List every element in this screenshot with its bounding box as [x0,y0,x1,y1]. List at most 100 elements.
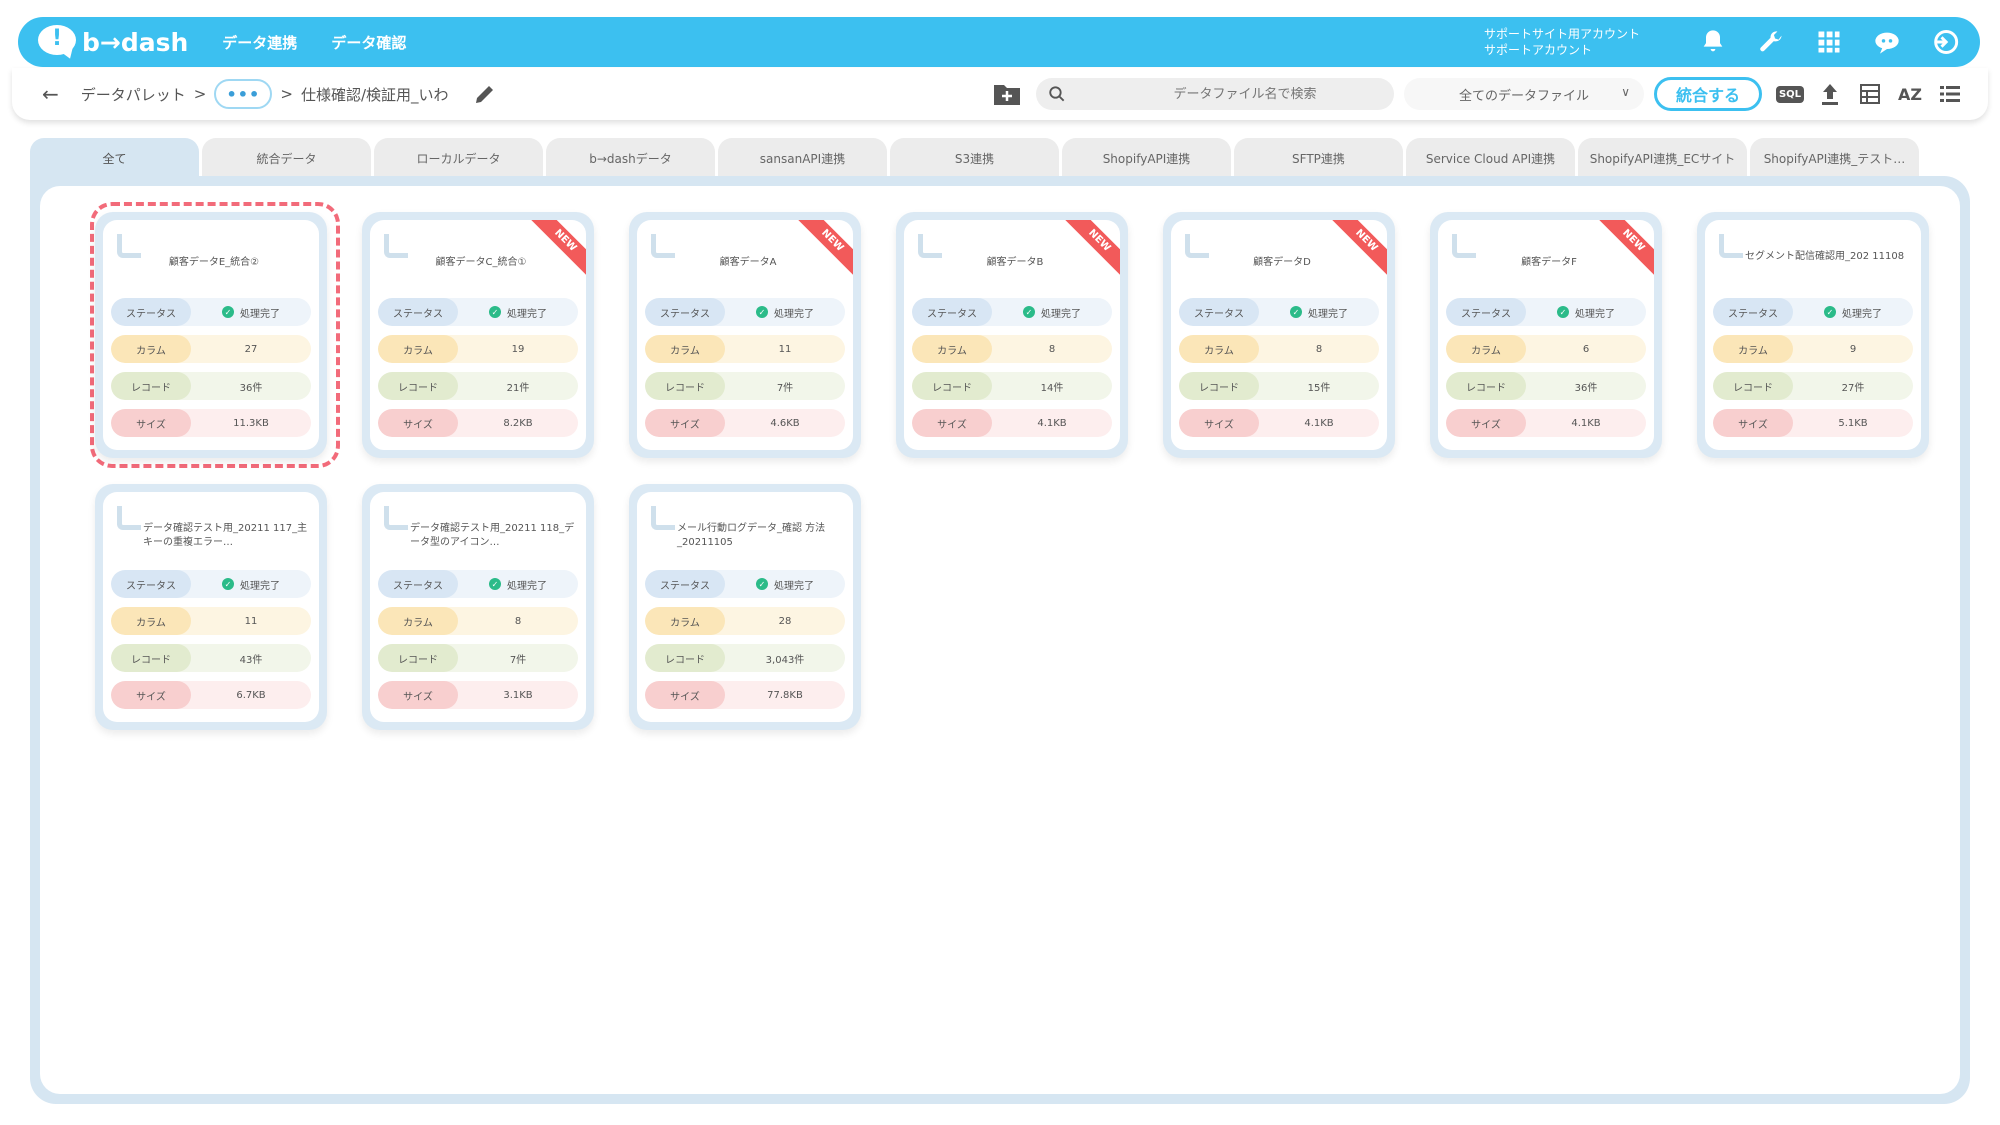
column-label: カラム [1713,335,1793,363]
column-row: カラム 8 [1179,335,1379,363]
size-label: サイズ [645,681,725,709]
wrench-icon[interactable] [1756,27,1786,57]
breadcrumb-more-button[interactable]: ••• [214,79,273,109]
new-ribbon: NEW [793,220,853,280]
file-filter-select[interactable]: 全てのデータファイル ∨ [1404,78,1644,110]
nav-data-check[interactable]: データ確認 [331,33,407,52]
status-value: ✓ 処理完了 [992,298,1112,326]
data-file-card[interactable]: データ確認テスト用_20211 117_主キーの重複エラー… ステータス ✓ 処… [95,484,327,730]
upload-icon[interactable] [1816,80,1844,108]
column-count: 6 [1582,343,1590,355]
size-row: サイズ 4.1KB [912,409,1112,437]
tab-sftp[interactable]: SFTP連携 [1234,138,1403,178]
column-row: カラム 6 [1446,335,1646,363]
sort-label: AZ [1898,84,1922,104]
data-file-card[interactable]: 顧客データC_統合① ステータス ✓ 処理完了 カラム 19 レコード 21件 [362,212,594,458]
status-value: ✓ 処理完了 [1526,298,1646,326]
record-count: 14件 [1040,382,1064,394]
status-row: ステータス ✓ 処理完了 [1446,298,1646,326]
record-label: レコード [1446,372,1526,400]
column-label: カラム [645,607,725,635]
column-count: 8 [1048,343,1056,355]
tab-service-cloud-api[interactable]: Service Cloud API連携 [1406,138,1575,178]
column-label: カラム [378,335,458,363]
column-row: カラム 11 [111,607,311,635]
tab-shopify-api-ec[interactable]: ShopifyAPI連携_ECサイト [1578,138,1747,178]
record-row: レコード 43件 [111,644,311,672]
tab-integrated-data[interactable]: 統合データ [202,138,371,178]
record-label: レコード [378,644,458,672]
sql-icon[interactable]: SQL [1775,80,1805,108]
column-count: 27 [244,343,258,355]
record-row: レコード 3,043件 [645,644,845,672]
grid-icon[interactable] [1814,27,1844,57]
list-view-icon[interactable] [1936,80,1964,108]
status-text: 処理完了 [507,580,547,592]
tab-local-data[interactable]: ローカルデータ [374,138,543,178]
tab-sansan-api[interactable]: sansanAPI連携 [718,138,887,178]
breadcrumb-root[interactable]: データパレット [80,85,186,104]
file-size: 4.1KB [1304,417,1334,429]
size-row: サイズ 6.7KB [111,681,311,709]
pencil-icon[interactable] [473,82,497,106]
nav-data-integration[interactable]: データ連携 [222,33,298,52]
data-file-card[interactable]: メール行動ログデータ_確認 方法_20211105 ステータス ✓ 処理完了 カ… [629,484,861,730]
data-file-card[interactable]: 顧客データE_統合② ステータス ✓ 処理完了 カラム 27 レコード 36件 [95,212,327,458]
size-row: サイズ 4.6KB [645,409,845,437]
chat-bot-icon[interactable] [1872,27,1902,57]
merge-button[interactable]: 統合する [1654,77,1762,111]
data-file-card[interactable]: データ確認テスト用_20211 118_データ型のアイコン… ステータス ✓ 処… [362,484,594,730]
file-size: 4.1KB [1037,417,1067,429]
data-file-title: 顧客データF [1521,257,1577,268]
table-view-icon[interactable] [1856,80,1884,108]
record-label: レコード [1713,372,1793,400]
back-arrow-icon[interactable]: ← [42,82,59,106]
status-value: ✓ 処理完了 [725,298,845,326]
record-count: 21件 [506,382,530,394]
column-count: 28 [778,615,792,627]
tab-shopify-api-test[interactable]: ShopifyAPI連携_テスト… [1750,138,1919,178]
account-info[interactable]: サポートサイト用アカウント サポートアカウント [1484,26,1640,58]
record-label: レコード [912,372,992,400]
logo-text: b→dash [82,27,189,57]
size-row: サイズ 5.1KB [1713,409,1913,437]
logout-icon[interactable] [1930,27,1960,57]
search-input[interactable] [1095,86,1394,102]
folder-add-icon[interactable] [992,81,1022,107]
logo[interactable]: ! b→dash [38,25,189,62]
tab-bdash-data[interactable]: b→dashデータ [546,138,715,178]
status-label: ステータス [1713,298,1793,326]
data-file-card[interactable]: 顧客データF ステータス ✓ 処理完了 カラム 6 レコード 36件 [1430,212,1662,458]
status-value: ✓ 処理完了 [191,570,311,598]
new-ribbon: NEW [1327,220,1387,280]
data-file-card[interactable]: セグメント配信確認用_202 11108 ステータス ✓ 処理完了 カラム 9 … [1697,212,1929,458]
record-row: レコード 21件 [378,372,578,400]
breadcrumb-separator: > [280,85,293,103]
data-file-title: 顧客データD [1253,257,1311,268]
data-file-card[interactable]: 顧客データD ステータス ✓ 処理完了 カラム 8 レコード 15件 [1163,212,1395,458]
sort-az-icon[interactable]: AZ [1896,80,1924,108]
file-size: 3.1KB [503,689,533,701]
column-label: カラム [378,607,458,635]
tab-all[interactable]: 全て [30,138,199,178]
size-label: サイズ [111,681,191,709]
file-icon [918,234,942,258]
record-row: レコード 15件 [1179,372,1379,400]
data-file-card[interactable]: 顧客データA ステータス ✓ 処理完了 カラム 11 レコード 7件 [629,212,861,458]
category-tabs: 全て 統合データ ローカルデータ b→dashデータ sansanAPI連携 S… [30,138,1922,178]
toolbar: ← データパレット > ••• > 仕様確認/検証用_いわ 全てのデータファイル… [12,68,1988,120]
status-label: ステータス [645,570,725,598]
tab-s3[interactable]: S3連携 [890,138,1059,178]
bell-icon[interactable] [1698,27,1728,57]
check-circle-icon: ✓ [489,306,501,318]
column-count: 11 [778,343,792,355]
data-file-card[interactable]: 顧客データB ステータス ✓ 処理完了 カラム 8 レコード 14件 [896,212,1128,458]
column-row: カラム 19 [378,335,578,363]
status-row: ステータス ✓ 処理完了 [912,298,1112,326]
size-label: サイズ [111,409,191,437]
status-value: ✓ 処理完了 [191,298,311,326]
record-label: レコード [111,372,191,400]
tab-shopify-api[interactable]: ShopifyAPI連携 [1062,138,1231,178]
record-count: 15件 [1307,382,1331,394]
status-row: ステータス ✓ 処理完了 [111,298,311,326]
